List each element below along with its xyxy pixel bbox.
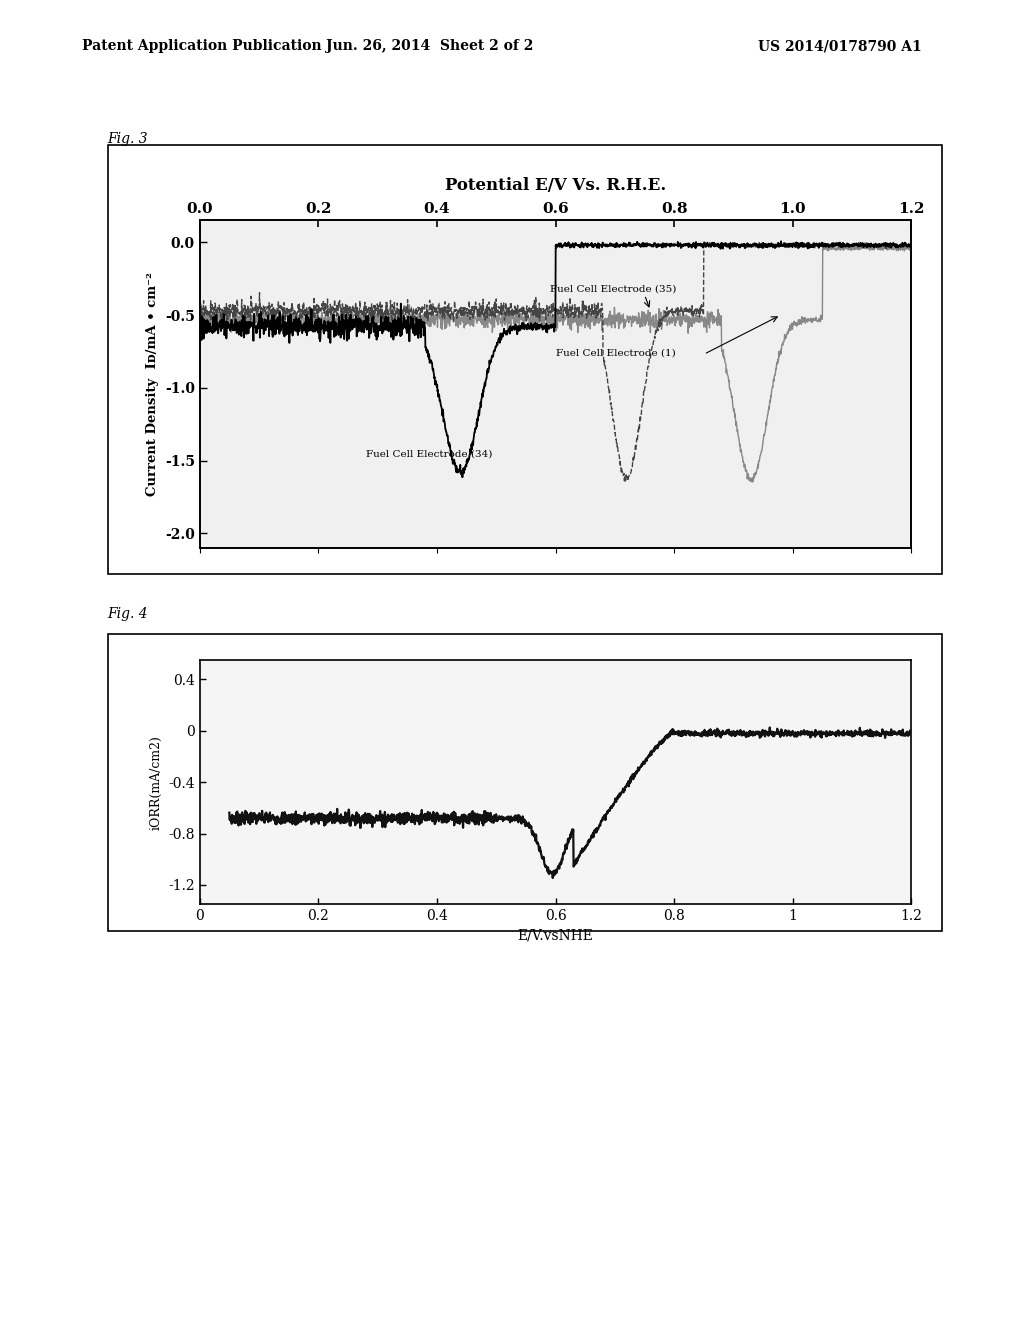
Text: US 2014/0178790 A1: US 2014/0178790 A1 — [758, 40, 922, 53]
Y-axis label: iORR(mA/cm2): iORR(mA/cm2) — [150, 735, 163, 829]
Text: Fuel Cell Electrode (1): Fuel Cell Electrode (1) — [555, 348, 675, 358]
Text: Fig. 4: Fig. 4 — [108, 607, 148, 620]
Y-axis label: Current Density  Iᴅ/mA • cm⁻²: Current Density Iᴅ/mA • cm⁻² — [146, 272, 160, 496]
Text: Fuel Cell Electrode (34): Fuel Cell Electrode (34) — [366, 449, 493, 458]
X-axis label: Potential E/V Vs. R.H.E.: Potential E/V Vs. R.H.E. — [444, 177, 667, 194]
X-axis label: E/V.vsNHE: E/V.vsNHE — [517, 928, 594, 942]
Text: Patent Application Publication: Patent Application Publication — [82, 40, 322, 53]
Text: Fuel Cell Electrode (35): Fuel Cell Electrode (35) — [550, 285, 676, 294]
Text: Jun. 26, 2014  Sheet 2 of 2: Jun. 26, 2014 Sheet 2 of 2 — [327, 40, 534, 53]
Text: Fig. 3: Fig. 3 — [108, 132, 148, 145]
